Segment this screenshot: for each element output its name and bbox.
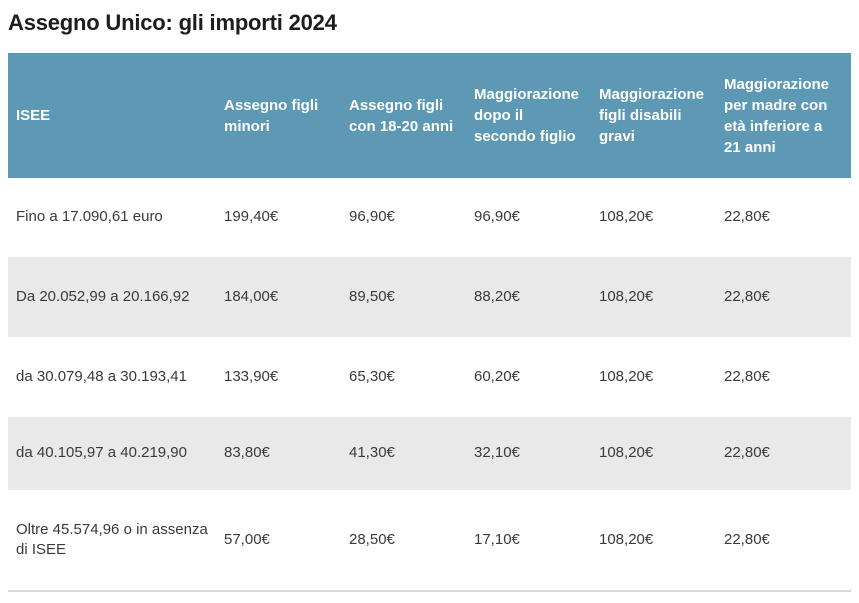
- cell-value: 22,80€: [724, 287, 770, 305]
- column-header-assegno-figli-minori: Assegno figli minori: [216, 53, 341, 178]
- cell-value: 57,00€: [224, 530, 270, 548]
- cell-isee-range: Da 20.052,99 a 20.166,92: [16, 287, 190, 305]
- table-header-row: ISEE Assegno figli minori Assegno figli …: [8, 53, 851, 178]
- cell-value: 133,90€: [224, 367, 279, 385]
- cell-isee-range: da 30.079,48 a 30.193,41: [16, 367, 187, 385]
- cell-value: 89,50€: [349, 287, 395, 305]
- cell-value: 108,20€: [599, 208, 654, 226]
- cell-value: 83,80€: [224, 444, 270, 462]
- page-title: Assegno Unico: gli importi 2024: [8, 10, 337, 35]
- cell-value: 41,30€: [349, 444, 395, 462]
- assegno-unico-table: ISEE Assegno figli minori Assegno figli …: [8, 53, 851, 590]
- cell-value: 199,40€: [224, 208, 279, 226]
- cell-isee-range: Oltre 45.574,96 o in assenza di ISEE: [16, 520, 208, 558]
- table-row: da 40.105,97 a 40.219,90 83,80€ 41,30€ 3…: [8, 417, 851, 490]
- cell-value: 108,20€: [599, 287, 654, 305]
- column-header-assegno-figli-18-20: Assegno figli con 18-20 anni: [341, 53, 466, 178]
- cell-value: 108,20€: [599, 530, 654, 548]
- cell-isee-range: Fino a 17.090,61 euro: [16, 208, 163, 226]
- cell-value: 60,20€: [474, 367, 520, 385]
- cell-value: 88,20€: [474, 287, 520, 305]
- column-header-maggiorazione-secondo-figlio: Maggiorazione dopo il secondo figlio: [466, 53, 591, 178]
- cell-value: 22,80€: [724, 367, 770, 385]
- column-header-maggiorazione-madre-under-21: Maggiorazione per madre con età inferior…: [716, 53, 851, 178]
- cell-value: 96,90€: [474, 208, 520, 226]
- cell-value: 96,90€: [349, 208, 395, 226]
- cell-value: 184,00€: [224, 287, 279, 305]
- table-bottom-divider: [8, 590, 851, 592]
- cell-value: 28,50€: [349, 530, 395, 548]
- table-row: Da 20.052,99 a 20.166,92 184,00€ 89,50€ …: [8, 257, 851, 337]
- column-header-maggiorazione-disabili: Maggiorazione figli disabili gravi: [591, 53, 716, 178]
- cell-value: 22,80€: [724, 530, 770, 548]
- cell-value: 65,30€: [349, 367, 395, 385]
- table-row: Oltre 45.574,96 o in assenza di ISEE 57,…: [8, 490, 851, 590]
- cell-value: 108,20€: [599, 367, 654, 385]
- cell-value: 22,80€: [724, 444, 770, 462]
- cell-value: 32,10€: [474, 444, 520, 462]
- cell-value: 108,20€: [599, 444, 654, 462]
- column-header-isee: ISEE: [8, 53, 216, 178]
- table-row: da 30.079,48 a 30.193,41 133,90€ 65,30€ …: [8, 337, 851, 417]
- cell-value: 22,80€: [724, 208, 770, 226]
- table-row: Fino a 17.090,61 euro 199,40€ 96,90€ 96,…: [8, 178, 851, 257]
- cell-isee-range: da 40.105,97 a 40.219,90: [16, 444, 187, 462]
- cell-value: 17,10€: [474, 530, 520, 548]
